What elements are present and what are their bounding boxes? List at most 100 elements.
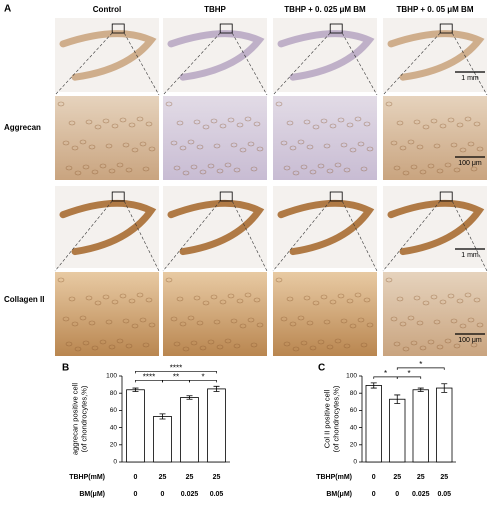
cell <box>366 146 374 152</box>
cell <box>131 323 139 329</box>
bar <box>365 385 382 463</box>
zoom-line <box>123 32 160 96</box>
zoom-line <box>231 200 268 272</box>
significance-label: * <box>201 372 204 381</box>
table-cell: 0.025 <box>412 491 430 498</box>
cell <box>317 339 325 345</box>
cell <box>170 316 178 322</box>
zoom-line <box>162 200 221 272</box>
cell <box>122 318 130 324</box>
cell <box>182 170 190 176</box>
cell <box>422 300 430 306</box>
cell <box>108 344 116 350</box>
cell <box>467 141 475 147</box>
cell <box>346 298 354 304</box>
cell <box>213 319 221 325</box>
zoom-image <box>383 272 487 356</box>
y-tick-label: 20 <box>350 442 358 449</box>
cell <box>82 340 90 346</box>
zoom-box <box>219 23 233 34</box>
cell <box>399 321 407 327</box>
zoom-line <box>382 32 441 96</box>
y-tick-label: 100 <box>106 373 117 380</box>
cell <box>303 295 311 301</box>
cell <box>300 164 308 170</box>
cell <box>99 163 107 169</box>
cell <box>145 121 153 127</box>
cell <box>320 118 328 124</box>
tissue-section <box>59 199 157 256</box>
table-row-label: BM(μM) <box>326 491 352 498</box>
cell <box>430 118 438 124</box>
cell <box>334 338 342 344</box>
cell <box>148 146 156 152</box>
zoom-image <box>55 96 159 180</box>
cell <box>68 296 76 302</box>
y-tick-label: 100 <box>346 373 357 380</box>
zoom-image <box>163 272 267 356</box>
cell <box>416 144 424 150</box>
cell <box>74 170 82 176</box>
error-bar <box>394 394 401 404</box>
tissue-section <box>59 30 157 81</box>
table-cell: 0 <box>372 474 376 481</box>
significance-bracket <box>396 376 422 379</box>
cell <box>436 168 444 174</box>
cell <box>402 170 410 176</box>
cell <box>236 298 244 304</box>
significance-label: * <box>384 369 387 378</box>
cell <box>139 317 147 323</box>
zoom-line <box>54 32 113 96</box>
y-axis-label: Col II positive cell(of chondrocytes,%) <box>322 385 340 452</box>
cell <box>94 300 102 306</box>
cell <box>360 166 368 172</box>
cell <box>94 124 102 130</box>
cell <box>275 277 283 283</box>
cell <box>57 101 65 107</box>
cell <box>253 297 261 303</box>
cell <box>125 343 133 349</box>
section-image <box>163 18 267 92</box>
tissue-section <box>167 199 265 256</box>
significance-label: * <box>407 369 410 378</box>
cell <box>329 299 337 305</box>
cell <box>202 124 210 130</box>
cell <box>366 322 374 328</box>
cell <box>303 119 311 125</box>
cell <box>354 116 362 122</box>
cell <box>444 338 452 344</box>
cell <box>65 165 73 171</box>
significance-bracket <box>189 379 217 383</box>
cell <box>393 165 401 171</box>
cell <box>256 146 264 152</box>
bar <box>436 387 453 463</box>
cell <box>91 169 99 175</box>
cell <box>464 292 472 298</box>
significance-bracket <box>396 367 445 370</box>
zoom-line <box>54 200 113 272</box>
cell <box>326 344 334 350</box>
column-header: TBHP + 0. 025 μM BM <box>284 5 366 14</box>
cell <box>396 296 404 302</box>
cell <box>207 163 215 169</box>
cell <box>193 295 201 301</box>
cell <box>244 116 252 122</box>
cell <box>236 122 244 128</box>
cell <box>82 164 90 170</box>
bar <box>126 389 145 463</box>
cell <box>289 321 297 327</box>
cell <box>119 293 127 299</box>
cell <box>456 122 464 128</box>
y-tick-label: 0 <box>353 459 357 466</box>
cell <box>79 139 87 145</box>
cell <box>233 167 241 173</box>
significance-bracket <box>135 370 217 374</box>
y-tick-label: 20 <box>110 442 118 449</box>
zoom-line <box>451 200 488 272</box>
significance-label: **** <box>143 372 155 381</box>
cell <box>410 340 418 346</box>
zoom-image <box>163 96 267 180</box>
cell <box>165 101 173 107</box>
significance-label: * <box>419 360 422 369</box>
